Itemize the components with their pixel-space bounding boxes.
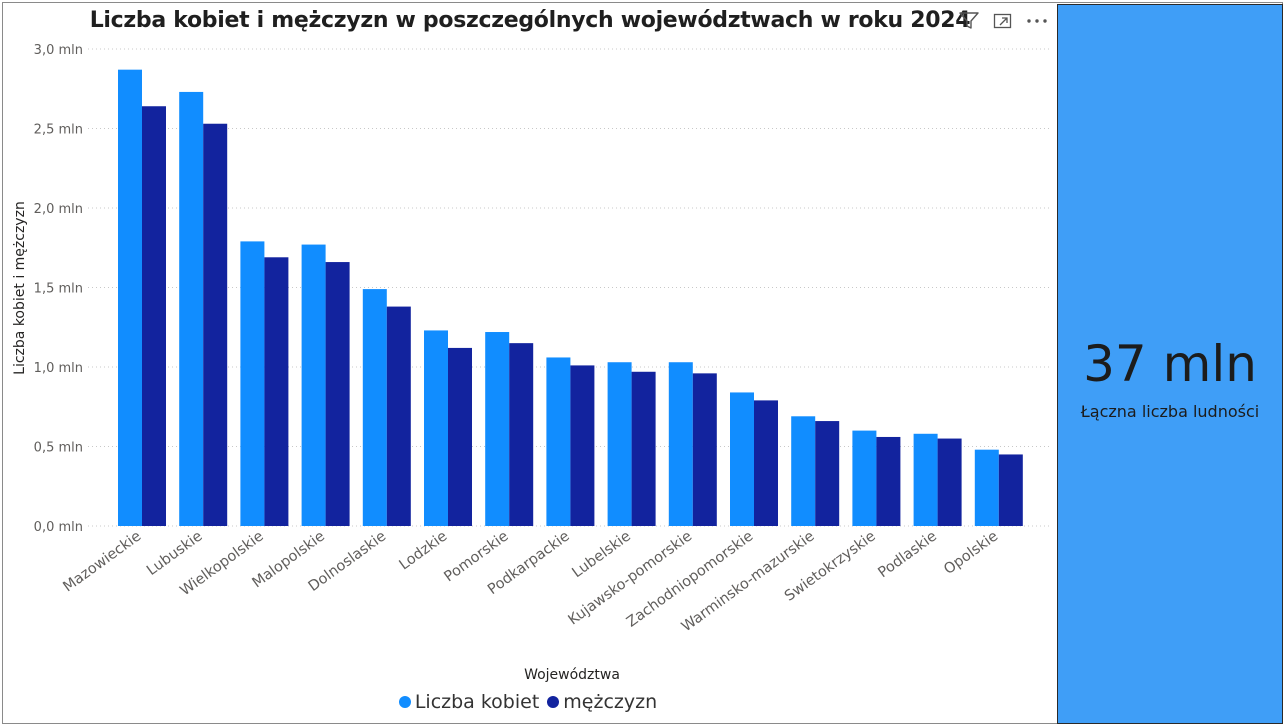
bar-men-pomorskie[interactable] xyxy=(509,343,534,526)
bar-women-dolnoslaskie[interactable] xyxy=(362,289,387,526)
bar-women-swietokrzyskie[interactable] xyxy=(852,430,877,526)
bar-women-podkarpackie[interactable] xyxy=(546,357,571,526)
bar-women-lodzkie[interactable] xyxy=(424,330,448,526)
bar-men-lubelskie[interactable] xyxy=(631,371,656,526)
bar-men-malopolskie[interactable] xyxy=(325,262,350,526)
legend-item-women[interactable]: Liczba kobiet xyxy=(398,691,540,713)
bar-women-lubuskie[interactable] xyxy=(179,91,204,527)
x-tick-label: Lodzkie xyxy=(397,528,451,573)
bar-men-zachodniopomorskie[interactable] xyxy=(754,400,778,526)
legend-label-women: Liczba kobiet xyxy=(414,691,540,713)
bar-men-lubuskie[interactable] xyxy=(203,123,228,526)
y-tick-label: 2,0 mln xyxy=(34,202,83,217)
y-tick-label: 1,0 mln xyxy=(34,361,83,376)
x-tick-label: Mazowieckie xyxy=(61,528,145,595)
bar-women-lubelskie[interactable] xyxy=(607,362,632,526)
chart-legend: Liczba kobiet mężczyzn xyxy=(0,691,1056,713)
bar-women-malopolskie[interactable] xyxy=(301,244,326,526)
bar-women-warminsko-mazurskie[interactable] xyxy=(791,416,816,526)
bar-men-kujawsko-pomorskie[interactable] xyxy=(692,373,717,526)
chart-plot-area: 0,0 mln 0,5 mln 1,0 mln 1,5 mln 2,0 mln 2,5 m… xyxy=(12,43,1052,683)
card-value: 37 mln xyxy=(1083,335,1257,393)
legend-marker-women xyxy=(398,696,411,708)
bar-men-swietokrzyskie[interactable] xyxy=(876,436,901,526)
focus-mode-icon[interactable] xyxy=(990,10,1016,32)
bar-women-wielkopolskie[interactable] xyxy=(240,241,265,526)
filter-icon[interactable] xyxy=(956,10,982,32)
x-axis-title: Województwa xyxy=(524,667,620,683)
bar-women-opolskie[interactable] xyxy=(974,449,999,526)
bar-men-lodzkie[interactable] xyxy=(448,347,472,526)
x-tick-label: Opolskie xyxy=(941,528,1001,578)
bar-men-opolskie[interactable] xyxy=(998,454,1023,526)
y-tick-label: 2,5 mln xyxy=(34,123,83,138)
y-axis-title: Liczba kobiet i mężczyzn xyxy=(12,201,28,375)
x-tick-label: Podlaskie xyxy=(875,528,940,581)
bar-men-dolnoslaskie[interactable] xyxy=(386,306,411,526)
bar-men-podlaskie[interactable] xyxy=(937,438,962,526)
bar-women-pomorskie[interactable] xyxy=(485,332,510,526)
card-label: Łączna liczba ludności xyxy=(1080,402,1260,421)
y-tick-label: 3,0 mln xyxy=(34,43,83,58)
bar-men-mazowieckie[interactable] xyxy=(142,106,166,527)
y-tick-label: 0,0 mln xyxy=(34,520,83,535)
total-population-card[interactable]: 37 mln Łączna liczba ludności xyxy=(1057,4,1283,724)
bar-women-mazowieckie[interactable] xyxy=(118,69,142,527)
bar-women-kujawsko-pomorskie[interactable] xyxy=(668,362,693,526)
y-tick-label: 0,5 mln xyxy=(34,441,83,456)
visual-header xyxy=(956,10,1050,32)
bar-men-warminsko-mazurskie[interactable] xyxy=(815,421,840,526)
legend-marker-men xyxy=(547,696,560,708)
legend-item-men[interactable]: mężczyzn xyxy=(547,691,657,713)
clustered-bar-chart[interactable]: Liczba kobiet i mężczyzn w poszczególnyc… xyxy=(0,0,1056,727)
bar-men-wielkopolskie[interactable] xyxy=(264,257,289,526)
y-tick-label: 1,5 mln xyxy=(34,282,83,297)
bar-women-podlaskie[interactable] xyxy=(913,433,938,526)
bar-women-zachodniopomorskie[interactable] xyxy=(730,392,754,526)
chart-title: Liczba kobiet i mężczyzn w poszczególnyc… xyxy=(89,8,971,33)
more-options-icon[interactable] xyxy=(1024,10,1050,32)
legend-label-men: mężczyzn xyxy=(563,691,658,713)
bar-men-podkarpackie[interactable] xyxy=(570,365,595,526)
